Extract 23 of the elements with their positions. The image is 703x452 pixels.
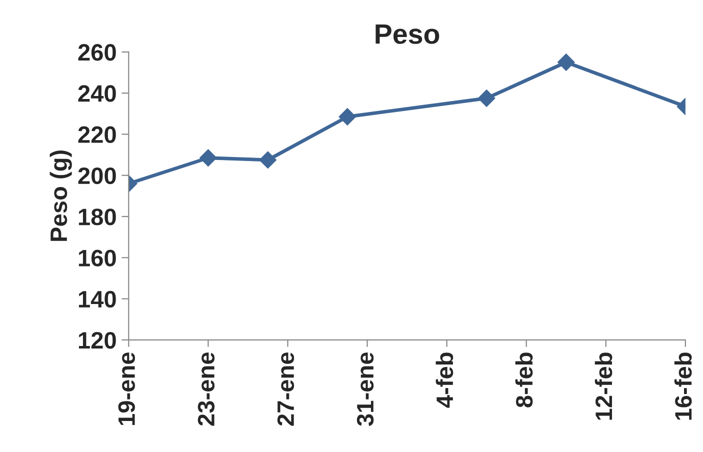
y-tick-label: 200 [78,167,116,184]
x-tick-label: 27-ene [277,352,294,426]
y-tick-label: 160 [78,250,116,266]
y-tick-label: 120 [78,332,116,349]
x-tick-label: 16-feb [674,352,692,420]
x-tick-label: 4-feb [436,352,454,408]
y-tick-label: 260 [78,44,116,61]
point [558,54,575,71]
point [200,149,217,166]
x-tick-label: 19-ene [118,352,135,426]
y-tick-label: 240 [78,85,116,102]
point [338,108,356,126]
y-tick-label: 180 [78,208,116,226]
y-tick-label: 220 [78,126,116,144]
point [259,151,276,169]
x-tick-label: 23-ene [198,352,215,426]
x-tick-label: 31-ene [356,352,374,426]
y-tick-label: 140 [78,290,116,308]
x-tick-label: 8-feb [515,352,533,408]
chart-title: Peso [376,24,440,44]
point [478,90,496,107]
y-axis-title: Peso (g) [50,150,72,241]
x-tick-label: 12-feb [594,352,612,420]
